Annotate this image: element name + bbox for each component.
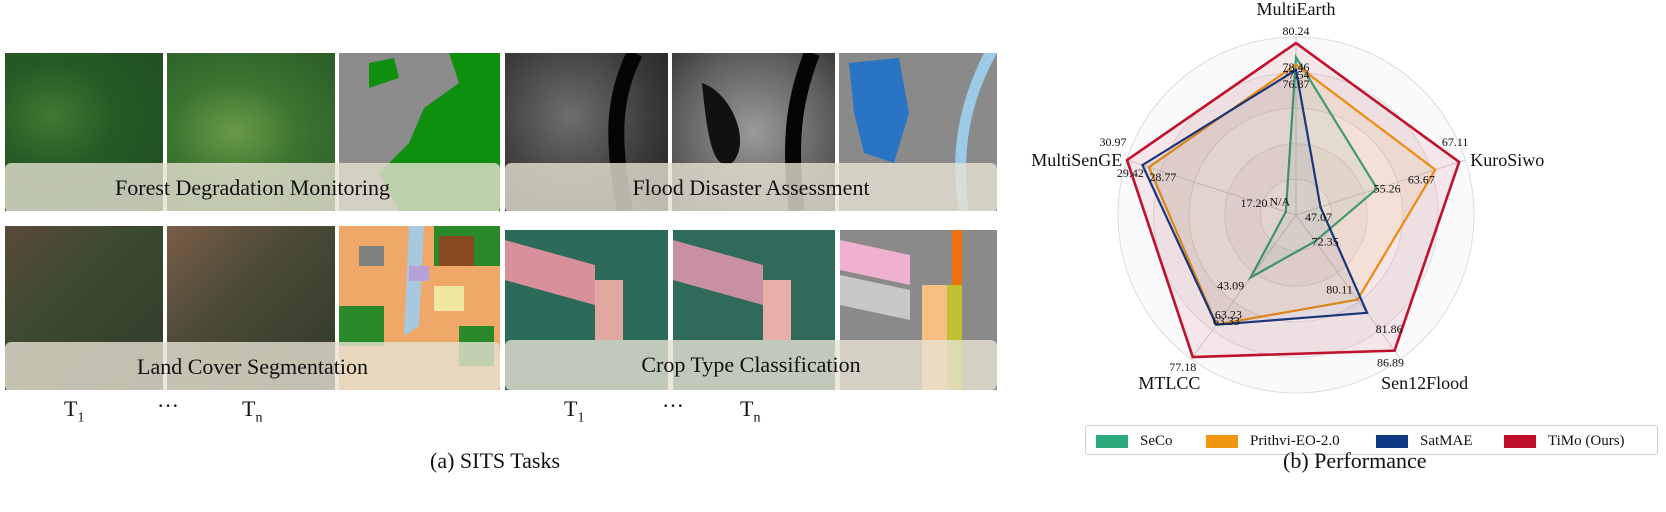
crop-fields-svg-1	[505, 240, 623, 340]
data-label: 28.77	[1149, 170, 1176, 184]
task-forest-degradation: Forest Degradation Monitoring	[5, 53, 500, 211]
time-ellipsis-left: ···	[157, 393, 179, 418]
data-label: 77.18	[1169, 360, 1196, 374]
axis-label-multisenge: MultiSenGE	[1031, 150, 1122, 170]
legend-item-seco: SeCo	[1096, 432, 1173, 450]
data-label: 76.87	[1283, 77, 1310, 91]
task-banner: Crop Type Classification	[505, 340, 997, 390]
t-sub: n	[255, 410, 263, 426]
time-label-first-right: T1	[564, 396, 584, 426]
t-sub: n	[753, 410, 761, 426]
t-base: T	[740, 396, 754, 421]
task-banner: Forest Degradation Monitoring	[5, 163, 500, 211]
task-banner: Land Cover Segmentation	[5, 342, 500, 390]
legend-swatch	[1376, 434, 1408, 448]
panel-a-caption: (a) SITS Tasks	[430, 448, 561, 473]
data-label: 43.09	[1217, 279, 1244, 293]
data-label: 80.11	[1326, 283, 1353, 297]
data-label: 63.23	[1215, 308, 1242, 322]
series-line-prithvi-eo-2-0	[1147, 63, 1437, 326]
data-label: N/A	[1270, 195, 1291, 209]
data-label: 78.46	[1283, 60, 1310, 74]
data-label: 67.11	[1442, 135, 1469, 149]
data-label: 86.89	[1377, 356, 1404, 370]
legend-item-timo: TiMo (Ours)	[1504, 432, 1625, 450]
data-label: 30.97	[1100, 135, 1127, 149]
legend-item-satmae: SatMAE	[1376, 432, 1473, 450]
data-label: 77.54	[1283, 68, 1310, 82]
time-label-last-left: Tn	[242, 396, 262, 426]
grid-spoke	[1190, 214, 1297, 360]
data-label: 63.33	[1213, 314, 1240, 328]
series-line-timo-ours-	[1125, 41, 1461, 359]
crop-fields-svg-2	[673, 240, 791, 340]
legend-label: TiMo (Ours)	[1548, 432, 1625, 449]
task-land-cover: Land Cover Segmentation	[5, 226, 500, 390]
grid-spoke	[1295, 214, 1402, 360]
legend-label: SeCo	[1140, 432, 1173, 449]
task-banner: Flood Disaster Assessment	[505, 163, 997, 211]
time-label-last-right: Tn	[740, 396, 760, 426]
axis-label-kurosiwo: KuroSiwo	[1470, 150, 1544, 170]
grid-spoke	[1126, 159, 1297, 216]
t-base: T	[564, 396, 578, 421]
legend-swatch	[1096, 434, 1128, 448]
data-label: 80.24	[1283, 24, 1310, 38]
grid-spoke	[1295, 159, 1466, 216]
t-base: T	[64, 396, 78, 421]
data-label: 63.67	[1408, 173, 1435, 187]
legend-swatch	[1206, 434, 1238, 448]
chart-legend: SeCo Prithvi-EO-2.0 SatMAE TiMo (Ours)	[1085, 425, 1658, 455]
axis-label-sen12flood: Sen12Flood	[1381, 373, 1468, 393]
legend-item-prithvi: Prithvi-EO-2.0	[1206, 432, 1340, 450]
task-crop-type: Crop Type Classification	[505, 230, 997, 390]
data-label: 47.07	[1305, 210, 1332, 224]
legend-label: Prithvi-EO-2.0	[1250, 432, 1340, 449]
series-line-satmae	[1141, 68, 1369, 326]
t-sub: 1	[77, 410, 85, 426]
data-label: 81.86	[1376, 322, 1403, 336]
legend-swatch	[1504, 434, 1536, 448]
axis-label-multiearth: MultiEarth	[1257, 0, 1336, 19]
time-ellipsis-right: ···	[662, 393, 684, 418]
time-label-first-left: T1	[64, 396, 84, 426]
task-flood-assessment: Flood Disaster Assessment	[505, 53, 997, 211]
panel-b-caption: (b) Performance	[1283, 448, 1427, 473]
t-sub: 1	[577, 410, 585, 426]
axis-label-mtlcc: MTLCC	[1138, 373, 1200, 393]
t-base: T	[242, 396, 256, 421]
legend-label: SatMAE	[1420, 432, 1473, 449]
data-label: 29.42	[1117, 166, 1144, 180]
data-label: 55.26	[1374, 182, 1401, 196]
data-label: 72.35	[1312, 234, 1339, 248]
ring-label: 17.20	[1241, 196, 1268, 210]
